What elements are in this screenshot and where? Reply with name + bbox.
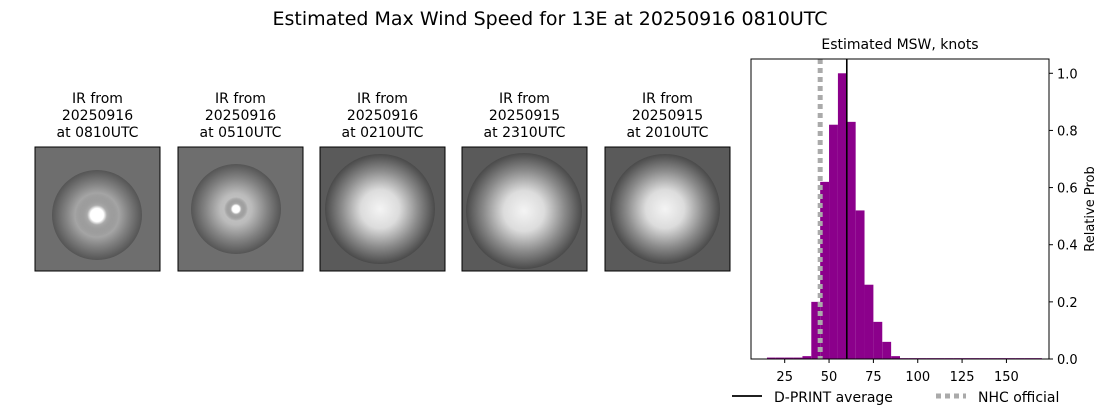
y-tick-label: 1.0	[1057, 67, 1078, 82]
ir-frame	[177, 146, 304, 272]
plot-frame	[750, 58, 1050, 360]
ir-frame	[461, 146, 588, 272]
panel-title: at 0210UTC	[342, 125, 424, 141]
panel-title: IR from	[72, 91, 123, 107]
y-tick-label: 0.6	[1057, 182, 1078, 197]
bar	[846, 121, 856, 359]
ir-frame	[34, 146, 161, 272]
figure-title: Estimated Max Wind Speed for 13E at 2025…	[272, 8, 827, 30]
legend-label: NHC official	[978, 390, 1059, 406]
bar	[811, 301, 821, 359]
bar	[802, 356, 812, 359]
panel-title: 20250916	[347, 108, 418, 124]
x-tick-label: 50	[821, 370, 838, 385]
panel-title: IR from	[357, 91, 408, 107]
bar	[882, 341, 892, 359]
y-tick-label: 0.0	[1057, 353, 1078, 368]
y-axis-label: Relative Prob	[1083, 166, 1098, 251]
x-tick-label: 125	[950, 370, 975, 385]
panel-title: 20250915	[489, 108, 560, 124]
y-tick-label: 0.4	[1057, 239, 1078, 254]
panel-title: at 0510UTC	[200, 125, 282, 141]
ir-eye	[75, 193, 119, 237]
bar	[775, 357, 785, 359]
bar	[855, 210, 865, 359]
x-tick-label: 100	[905, 370, 930, 385]
chart-title: Estimated MSW, knots	[821, 37, 978, 53]
ir-frame	[604, 146, 731, 272]
y-tick-label: 0.2	[1057, 296, 1078, 311]
histogram: Estimated MSW, knots 25 50 75 100 125 150 0.0 0.…	[732, 37, 1098, 406]
x-tick-label: 75	[865, 370, 882, 385]
legend-label: D-PRINT average	[774, 390, 893, 406]
panel-title: 20250916	[205, 108, 276, 124]
bar	[837, 73, 847, 360]
panel-title: at 2010UTC	[627, 125, 709, 141]
panel-title: at 0810UTC	[57, 125, 139, 141]
bar	[793, 357, 803, 359]
bar	[820, 181, 830, 359]
bar	[829, 124, 838, 359]
x-tick-label: 150	[994, 370, 1019, 385]
y-tick-label: 0.8	[1057, 124, 1078, 139]
bar	[766, 357, 776, 359]
ir-frame	[319, 146, 446, 272]
bar	[891, 356, 900, 359]
panel-title: IR from	[215, 91, 266, 107]
x-tick-label: 25	[776, 370, 793, 385]
ir-eye	[224, 197, 248, 221]
panel-title: 20250916	[62, 108, 133, 124]
bar	[873, 321, 883, 359]
panel-title: 20250915	[632, 108, 703, 124]
bar	[864, 284, 874, 359]
panel-title: at 2310UTC	[484, 125, 566, 141]
ir-eye	[466, 153, 582, 269]
ir-eye	[325, 154, 435, 264]
ir-eye	[610, 154, 720, 264]
panel-title: IR from	[642, 91, 693, 107]
bar	[784, 357, 794, 359]
panel-title: IR from	[499, 91, 550, 107]
